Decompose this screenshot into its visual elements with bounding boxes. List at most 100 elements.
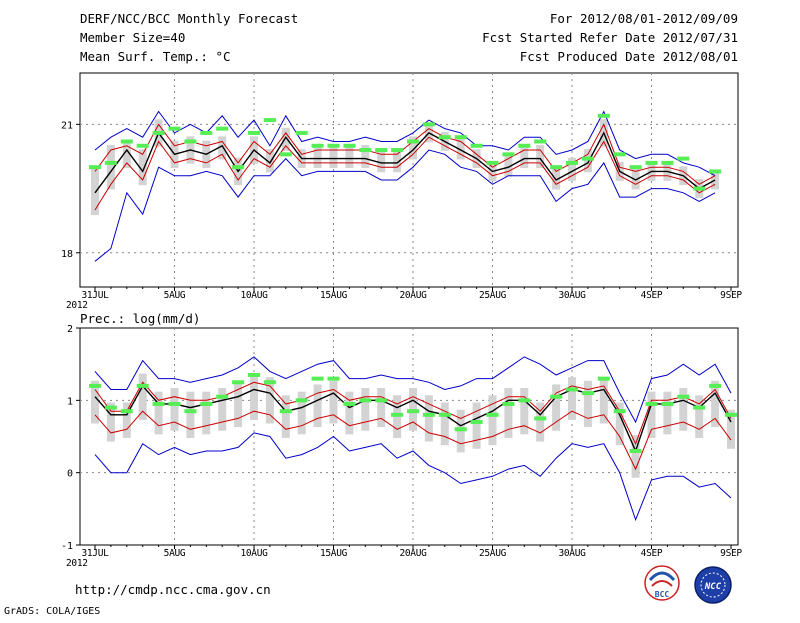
spread-box bbox=[313, 384, 322, 428]
observed-marker bbox=[597, 113, 610, 118]
observed-marker bbox=[359, 398, 372, 403]
x-tick-label: 9SEP bbox=[720, 548, 742, 559]
observed-marker bbox=[295, 130, 308, 135]
produced-date: Fcst Produced Date 2012/08/01 bbox=[520, 49, 738, 64]
x-tick-label: 25AUG bbox=[479, 548, 507, 559]
observed-marker bbox=[597, 376, 610, 381]
observed-marker bbox=[677, 156, 690, 161]
observed-marker bbox=[391, 412, 404, 417]
precipitation-panel: 31JUL 5AUG 10AUG 15AUG 20AUG 25AUG 30AUG 4SEP 9S… bbox=[61, 324, 743, 569]
spread-box bbox=[552, 166, 561, 190]
spread-box bbox=[377, 388, 386, 428]
lower-band-line bbox=[94, 136, 716, 211]
observed-marker bbox=[263, 118, 276, 123]
x-tick-label: 9SEP bbox=[720, 290, 742, 301]
observed-marker bbox=[486, 160, 499, 165]
spread-box bbox=[520, 144, 529, 169]
spread-box bbox=[122, 402, 131, 438]
x-tick-label: 20AUG bbox=[399, 548, 427, 559]
grads-credit: GrADS: COLA/IGES bbox=[4, 606, 100, 617]
observed-marker bbox=[709, 383, 722, 388]
spread-box bbox=[393, 149, 402, 173]
observed-marker bbox=[693, 186, 706, 191]
spread-box bbox=[504, 388, 513, 438]
spread-box bbox=[520, 388, 529, 435]
y-tick-label: 1 bbox=[67, 396, 73, 407]
spread-box bbox=[536, 402, 545, 442]
observed-marker bbox=[120, 409, 133, 414]
spread-box bbox=[663, 391, 672, 435]
observed-marker bbox=[566, 160, 578, 165]
spread-box bbox=[329, 380, 338, 424]
observed-marker bbox=[550, 394, 563, 399]
spread-box bbox=[424, 395, 433, 442]
forecast-period: For 2012/08/01-2012/09/09 bbox=[550, 11, 738, 26]
observed-marker bbox=[184, 409, 197, 414]
x-tick-label: 20AUG bbox=[399, 290, 427, 301]
figure-title: DERF/NCC/BCC Monthly Forecast bbox=[80, 11, 298, 26]
observed-marker bbox=[343, 143, 356, 148]
x-tick-label: 4SEP bbox=[641, 290, 663, 301]
observed-marker bbox=[581, 156, 594, 161]
spread-box bbox=[138, 373, 147, 420]
max-line bbox=[94, 110, 716, 177]
spread-box bbox=[568, 377, 576, 420]
observed-marker bbox=[375, 398, 388, 403]
lower-band-line bbox=[94, 410, 732, 471]
spread-box bbox=[552, 384, 561, 431]
ncc-logo-text: NCC bbox=[704, 582, 722, 592]
spread-box bbox=[345, 391, 354, 435]
observed-marker bbox=[279, 152, 292, 157]
spread-box bbox=[122, 140, 131, 169]
spread-box bbox=[679, 388, 688, 431]
spread-box bbox=[361, 144, 370, 169]
bcc-logo-text: BCC bbox=[655, 590, 670, 599]
spread-box bbox=[440, 402, 449, 446]
observed-marker bbox=[311, 376, 324, 381]
spread-box bbox=[631, 435, 640, 478]
observed-marker bbox=[168, 126, 181, 131]
observed-marker bbox=[422, 122, 435, 127]
spread-box bbox=[345, 144, 354, 169]
x-tick-label: 30AUG bbox=[558, 290, 586, 301]
observed-marker bbox=[645, 401, 658, 406]
observed-marker bbox=[661, 401, 674, 406]
observed-marker bbox=[136, 143, 149, 148]
observed-marker bbox=[104, 160, 117, 165]
observed-marker bbox=[232, 165, 245, 170]
min-line bbox=[94, 432, 732, 522]
spread-box bbox=[91, 166, 99, 216]
prec-plot-frame bbox=[79, 327, 739, 546]
y-tick-label: 21 bbox=[61, 120, 73, 131]
spread-box bbox=[711, 380, 720, 428]
spread-box bbox=[488, 395, 497, 446]
upper-band-line bbox=[94, 123, 716, 185]
x-tick-label: 15AUG bbox=[320, 548, 348, 559]
observed-marker bbox=[454, 135, 467, 140]
observed-marker bbox=[89, 165, 101, 170]
spread-box bbox=[265, 377, 274, 424]
temp-plot-frame bbox=[79, 72, 739, 288]
ncc-logo: NCC bbox=[694, 566, 732, 604]
prec-panel-title: Prec.: log(mm/d) bbox=[80, 311, 200, 326]
spread-box bbox=[599, 377, 608, 424]
observed-marker bbox=[438, 135, 451, 140]
spread-box bbox=[186, 391, 195, 438]
observed-marker bbox=[248, 373, 260, 378]
observed-marker bbox=[407, 409, 419, 414]
observed-marker bbox=[454, 427, 467, 432]
spread-box bbox=[583, 149, 592, 173]
observed-marker bbox=[629, 165, 642, 170]
source-url[interactable]: http://cmdp.ncc.cma.gov.cn bbox=[75, 582, 271, 597]
observed-marker bbox=[470, 420, 483, 425]
spread-box bbox=[91, 380, 99, 424]
observed-marker bbox=[375, 148, 388, 153]
observed-marker bbox=[104, 405, 117, 410]
spread-box bbox=[583, 380, 592, 428]
start-date: Fcst Started Refer Date 2012/07/31 bbox=[482, 30, 738, 45]
observed-marker bbox=[120, 139, 133, 144]
observed-marker bbox=[550, 165, 563, 170]
observed-marker bbox=[216, 394, 229, 399]
observed-marker bbox=[566, 387, 578, 392]
temperature-panel: 31JUL 5AUG 10AUG 15AUG 20AUG 25AUG 30AUG 4SEP 9S… bbox=[61, 73, 743, 311]
